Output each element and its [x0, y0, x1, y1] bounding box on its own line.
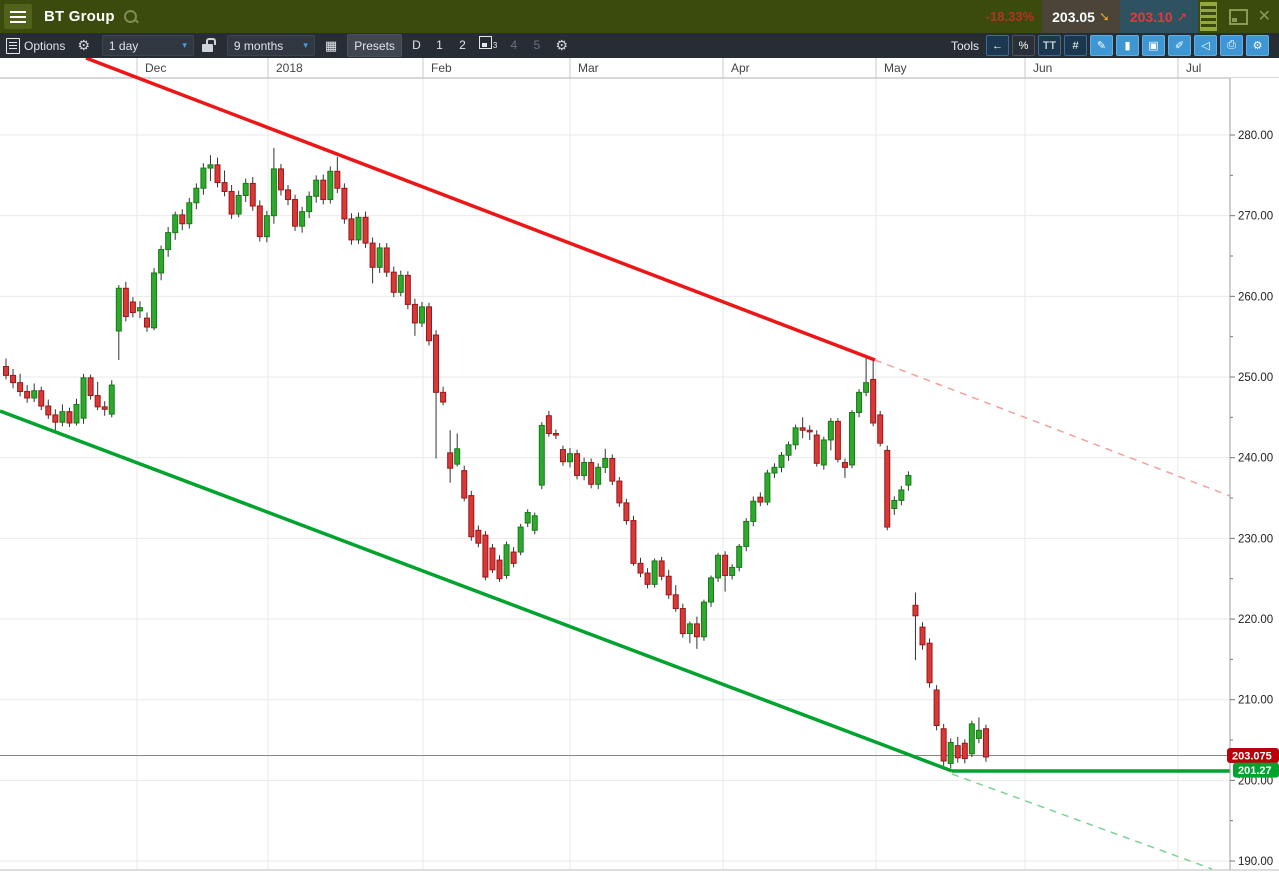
options-settings-button[interactable]: ⚙	[71, 35, 96, 56]
ladder-icon[interactable]	[1199, 2, 1217, 31]
eraser-icon[interactable]: ◁	[1194, 35, 1217, 56]
range-value: 9 months	[233, 38, 284, 53]
search-icon[interactable]	[123, 9, 139, 25]
svg-text:201.27: 201.27	[1238, 765, 1272, 777]
gear-icon: ⚙	[77, 37, 90, 53]
chart-toolbar: Options ⚙ 1 day ▾ 9 months ▾ ▦ Presets D…	[0, 33, 1279, 59]
candlestick-chart-canvas[interactable]: Dec 2018 Feb Mar Apr May Jun Jul 280.00 270.00 260…	[0, 56, 1279, 872]
price-down-arrow-icon: ➘	[1098, 8, 1110, 24]
preset-1-button[interactable]: 1	[436, 38, 443, 52]
presets-settings-button[interactable]: ⚙	[549, 35, 574, 56]
calendar-icon: ▦	[324, 37, 338, 53]
range-dropdown[interactable]: 9 months ▾	[226, 35, 315, 56]
buy-price-button[interactable]: 203.10 ➚	[1119, 0, 1198, 33]
percent-icon[interactable]: %	[1012, 35, 1035, 56]
preset-daily-button[interactable]: D	[412, 38, 421, 52]
tools-group: Tools ←% TT # ✎ ▮ ▣ ✐ ◁ ⎙ ⚙	[951, 35, 1279, 56]
chart-type-icon[interactable]: ▮	[1116, 35, 1139, 56]
y-axis-label: 250.00	[1238, 372, 1273, 384]
x-axis-label: Jun	[1033, 61, 1052, 75]
y-axis-label: 190.00	[1238, 856, 1273, 868]
tool-button-group: ←% TT # ✎ ▮ ▣ ✐ ◁ ⎙ ⚙	[986, 35, 1269, 56]
menu-icon[interactable]	[4, 4, 32, 29]
resistance-trendline[interactable]	[85, 56, 876, 362]
trendline-price-marker: 201.27	[1233, 762, 1279, 778]
chevron-down-icon: ▾	[182, 40, 187, 50]
support-trendline[interactable]	[0, 409, 953, 773]
x-axis-label: 2018	[276, 61, 303, 75]
close-icon[interactable]: ✕	[1257, 7, 1271, 25]
preset-2-button[interactable]: 2	[459, 38, 466, 52]
current-price-marker: 203.075	[1227, 748, 1279, 764]
preset-4-button[interactable]: 4	[510, 38, 518, 52]
instrument-title: BT Group	[44, 8, 115, 25]
undo-icon[interactable]: ←	[986, 35, 1009, 56]
y-axis-label: 230.00	[1238, 533, 1273, 545]
trendlines	[0, 56, 1236, 870]
interval-value: 1 day	[108, 38, 139, 53]
preset-5-button[interactable]: 5	[533, 38, 541, 52]
annotate-icon[interactable]: ✐	[1168, 35, 1191, 56]
text-tool-icon[interactable]: TT	[1038, 35, 1061, 56]
svg-text:203.075: 203.075	[1232, 751, 1272, 763]
x-axis-label: Apr	[731, 61, 750, 75]
save-preset-icon	[478, 36, 492, 49]
x-axis-label: May	[884, 61, 907, 75]
draw-tools-icon[interactable]: ✎	[1090, 35, 1113, 56]
price-chart[interactable]: Dec 2018 Feb Mar Apr May Jun Jul 280.00 270.00 260…	[0, 56, 1279, 872]
x-axis-label: Feb	[431, 61, 452, 75]
y-axis-label: 280.00	[1238, 130, 1273, 142]
x-axis-label: Dec	[145, 61, 166, 75]
grid-toggle-icon[interactable]: #	[1064, 35, 1087, 56]
gear-icon: ⚙	[555, 37, 568, 53]
x-axis-label: Mar	[578, 61, 599, 75]
sell-price-value: 203.05	[1052, 8, 1095, 25]
sell-price-button[interactable]: 203.05 ➘	[1042, 0, 1120, 33]
y-axis-label: 240.00	[1238, 453, 1273, 465]
chevron-down-icon: ▾	[303, 40, 308, 50]
y-axis-label: 270.00	[1238, 211, 1273, 223]
print-icon[interactable]: ⎙	[1220, 35, 1243, 56]
resistance-extension-dashed[interactable]	[874, 359, 1231, 497]
calendar-button[interactable]: ▦	[315, 35, 347, 56]
chart-settings-icon[interactable]: ⚙	[1246, 35, 1269, 56]
tools-label: Tools	[950, 38, 979, 53]
change-percent: -18.33%	[985, 9, 1035, 24]
candles	[3, 147, 989, 769]
unlock-icon[interactable]	[201, 38, 216, 52]
options-list-icon	[6, 37, 20, 54]
y-axis-label: 220.00	[1238, 614, 1273, 626]
buy-price-value: 203.10	[1129, 8, 1173, 25]
y-axis-label: 200.00	[1238, 775, 1273, 787]
presets-button[interactable]: Presets	[347, 34, 402, 57]
title-bar: BT Group -18.33% 203.05 ➘ 203.10 ➚ ✕	[0, 0, 1279, 33]
layout-windows-icon[interactable]: ▣	[1142, 35, 1165, 56]
interval-dropdown[interactable]: 1 day ▾	[101, 35, 194, 56]
price-up-arrow-icon: ➚	[1176, 8, 1188, 24]
popout-window-icon[interactable]	[1228, 8, 1248, 25]
y-axis-label: 260.00	[1238, 291, 1273, 303]
options-button[interactable]: Options	[0, 35, 71, 56]
y-axis-label: 210.00	[1238, 695, 1273, 707]
preset-save-3-button[interactable]: 3	[475, 36, 501, 55]
x-axis-label: Jul	[1186, 61, 1201, 75]
